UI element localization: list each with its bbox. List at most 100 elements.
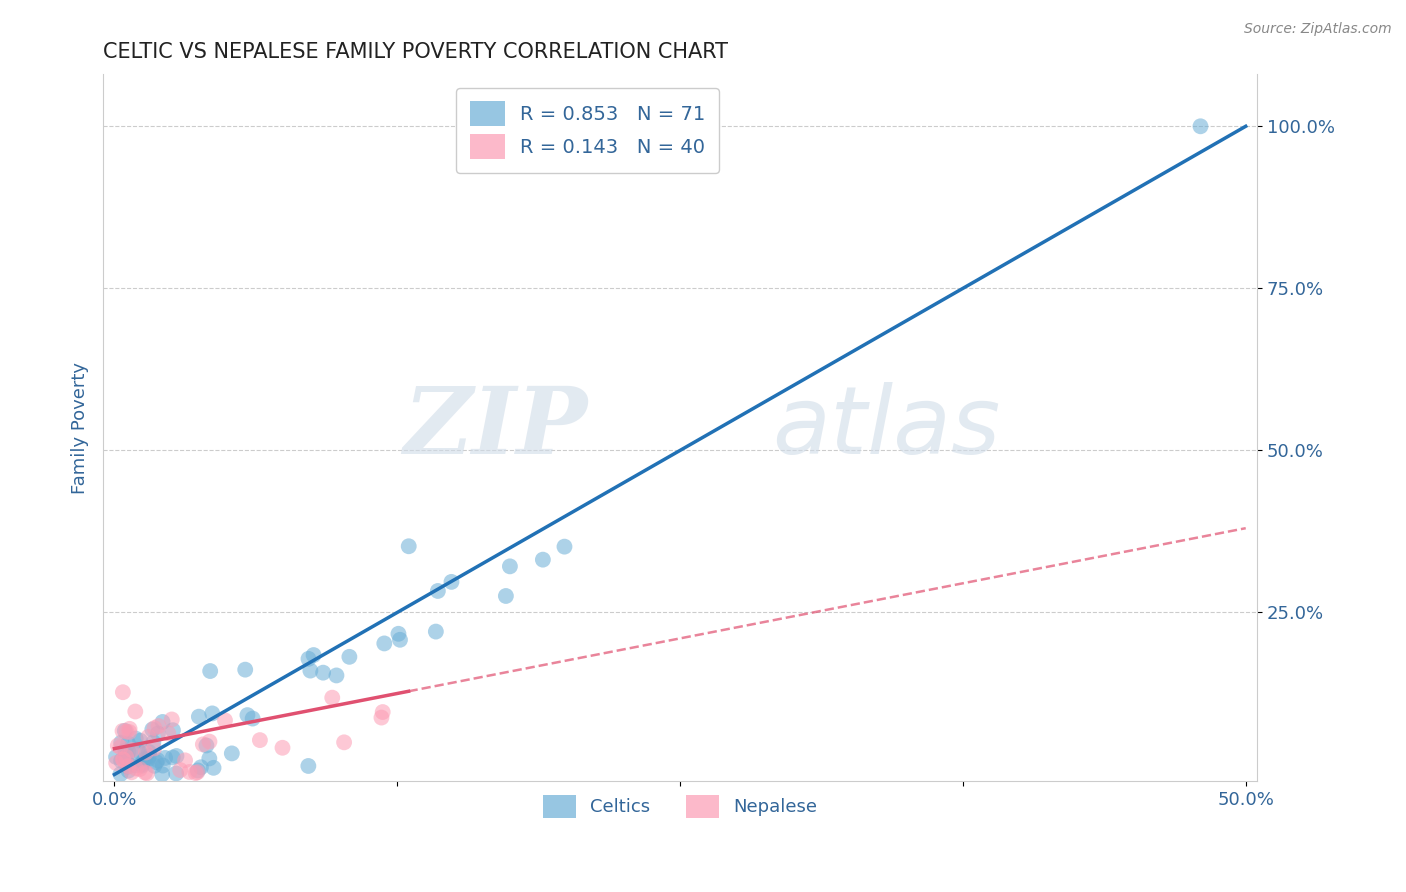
Point: [553, 540, 575, 554]
Point: [426, 584, 449, 599]
Point: [398, 539, 420, 553]
Point: [128, 745, 150, 759]
Point: [107, 739, 129, 753]
Point: [333, 735, 356, 749]
Point: [162, 750, 184, 764]
Text: CELTIC VS NEPALESE FAMILY POVERTY CORRELATION CHART: CELTIC VS NEPALESE FAMILY POVERTY CORREL…: [103, 42, 728, 62]
Point: [142, 735, 165, 749]
Point: [190, 760, 212, 774]
Point: [105, 750, 128, 764]
Point: [302, 648, 325, 662]
Point: [110, 767, 132, 781]
Point: [114, 751, 136, 765]
Point: [198, 751, 221, 765]
Point: [117, 759, 139, 773]
Point: [117, 745, 139, 759]
Point: [299, 664, 322, 678]
Point: [114, 743, 136, 757]
Point: [191, 737, 214, 751]
Point: [202, 761, 225, 775]
Point: [371, 705, 394, 719]
Point: [165, 766, 187, 780]
Point: [321, 690, 343, 705]
Point: [110, 754, 132, 768]
Point: [271, 740, 294, 755]
Point: [233, 663, 256, 677]
Point: [127, 742, 149, 756]
Point: [111, 723, 134, 738]
Point: [143, 741, 166, 756]
Point: [187, 764, 209, 778]
Point: [105, 756, 128, 770]
Point: [499, 559, 522, 574]
Point: [214, 714, 236, 728]
Point: [131, 758, 153, 772]
Point: [117, 759, 139, 773]
Point: [184, 766, 207, 780]
Point: [160, 713, 183, 727]
Point: [297, 652, 319, 666]
Point: [115, 748, 138, 763]
Text: Source: ZipAtlas.com: Source: ZipAtlas.com: [1244, 22, 1392, 37]
Point: [143, 758, 166, 772]
Point: [145, 755, 167, 769]
Text: atlas: atlas: [772, 382, 1001, 474]
Point: [141, 723, 163, 737]
Point: [153, 751, 176, 765]
Point: [370, 710, 392, 724]
Point: [146, 753, 169, 767]
Point: [129, 733, 152, 747]
Point: [138, 745, 160, 759]
Point: [118, 725, 141, 739]
Point: [325, 668, 347, 682]
Point: [187, 709, 209, 723]
Point: [138, 752, 160, 766]
Point: [118, 722, 141, 736]
Point: [112, 753, 135, 767]
Point: [146, 726, 169, 740]
Point: [242, 712, 264, 726]
Point: [198, 664, 221, 678]
Point: [124, 731, 146, 746]
Point: [115, 750, 138, 764]
Point: [166, 749, 188, 764]
Point: [531, 552, 554, 566]
Point: [128, 762, 150, 776]
Point: [425, 624, 447, 639]
Point: [387, 627, 409, 641]
Point: [195, 739, 218, 753]
Point: [150, 767, 173, 781]
Point: [125, 758, 148, 772]
Point: [174, 753, 197, 767]
Point: [152, 758, 174, 772]
Point: [111, 752, 134, 766]
Legend: Celtics, Nepalese: Celtics, Nepalese: [536, 788, 824, 825]
Point: [118, 757, 141, 772]
Point: [134, 752, 156, 766]
Point: [162, 723, 184, 738]
Point: [117, 764, 139, 778]
Point: [143, 721, 166, 735]
Point: [495, 589, 517, 603]
Point: [297, 759, 319, 773]
Y-axis label: Family Poverty: Family Poverty: [72, 362, 89, 493]
Point: [1189, 120, 1212, 134]
Point: [157, 726, 180, 740]
Point: [115, 724, 138, 739]
Point: [201, 706, 224, 721]
Point: [138, 749, 160, 764]
Point: [138, 730, 160, 744]
Point: [337, 649, 360, 664]
Point: [117, 737, 139, 751]
Point: [121, 743, 143, 757]
Point: [131, 756, 153, 771]
Point: [221, 747, 243, 761]
Point: [110, 736, 132, 750]
Point: [169, 763, 191, 777]
Point: [388, 632, 411, 647]
Point: [440, 574, 463, 589]
Point: [152, 714, 174, 729]
Point: [179, 764, 201, 779]
Point: [111, 685, 134, 699]
Point: [312, 665, 335, 680]
